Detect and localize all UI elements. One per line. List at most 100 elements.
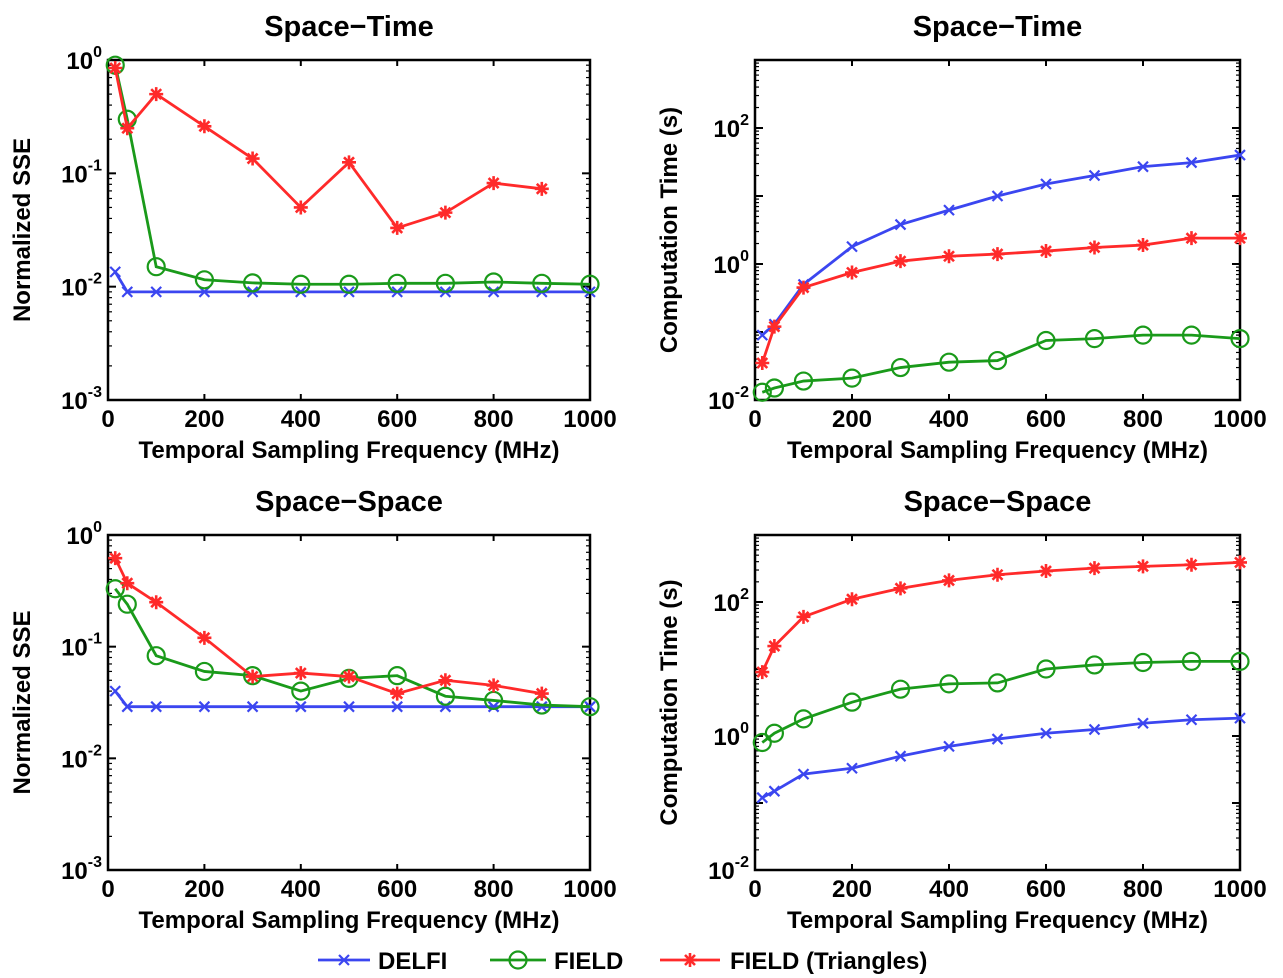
- data-point: [580, 274, 600, 294]
- data-point: [890, 357, 911, 378]
- legend-marker: [338, 954, 350, 966]
- data-point: [438, 673, 453, 688]
- y-tick-label: 100: [66, 44, 102, 75]
- data-point: [1133, 325, 1153, 345]
- data-point: [150, 700, 162, 713]
- series-line: [761, 333, 1241, 394]
- data-point: [120, 121, 135, 136]
- y-axis-label: Computation Time (s): [656, 579, 683, 825]
- y-tick-base: 10: [713, 252, 740, 279]
- y-tick-exponent: 0: [740, 720, 749, 737]
- y-tick-base: 10: [66, 48, 93, 75]
- data-point: [584, 700, 596, 713]
- series-field-triangles-: [755, 555, 1247, 680]
- y-tick-label: 10-2: [708, 854, 749, 885]
- data-point: [1137, 717, 1149, 730]
- data-point: [390, 686, 405, 701]
- y-tick-base: 10: [708, 858, 735, 885]
- data-point: [796, 609, 811, 624]
- data-point: [894, 750, 907, 762]
- data-point: [390, 220, 405, 235]
- data-point: [487, 286, 500, 298]
- data-point: [1084, 328, 1105, 349]
- chart-title: Space−Time: [264, 11, 434, 43]
- data-point: [1039, 564, 1053, 579]
- data-point: [484, 272, 504, 292]
- y-tick-exponent: 0: [93, 519, 102, 536]
- data-point: [243, 273, 263, 293]
- y-tick-exponent: -2: [735, 854, 749, 871]
- data-point: [793, 709, 814, 729]
- data-point: [245, 151, 260, 166]
- plot-area-border: [106, 58, 592, 402]
- data-point: [387, 273, 407, 293]
- data-point: [109, 266, 122, 278]
- y-tick-exponent: -3: [88, 854, 102, 871]
- x-tick-label: 600: [1026, 876, 1066, 903]
- series-field: [105, 579, 600, 717]
- data-point: [1036, 659, 1056, 679]
- data-point: [435, 686, 455, 706]
- x-tick-label: 400: [929, 876, 969, 903]
- data-point: [342, 155, 356, 170]
- y-tick-exponent: -1: [88, 157, 102, 174]
- series-delfi: [756, 712, 1246, 804]
- series-line: [760, 236, 1240, 364]
- data-point: [1039, 244, 1053, 259]
- data-point: [767, 639, 782, 654]
- data-point: [942, 573, 956, 588]
- data-point: [943, 740, 955, 753]
- data-point: [842, 368, 862, 388]
- data-point: [295, 700, 307, 713]
- series-line: [761, 659, 1240, 744]
- x-tick-label: 800: [474, 406, 514, 433]
- legend-marker: [683, 953, 697, 967]
- data-point: [339, 274, 359, 294]
- data-point: [767, 319, 782, 334]
- data-point: [1136, 238, 1150, 253]
- y-tick-label: 10-2: [708, 384, 749, 415]
- data-point: [391, 700, 403, 713]
- data-point: [1230, 651, 1250, 671]
- x-tick-label: 200: [832, 406, 872, 433]
- data-point: [245, 669, 260, 684]
- x-tick-label: 1000: [1213, 406, 1266, 433]
- x-tick-label: 200: [184, 406, 224, 433]
- data-point: [486, 176, 501, 191]
- data-point: [1185, 713, 1198, 726]
- x-tick-label: 1000: [563, 406, 616, 433]
- series-line: [114, 690, 590, 709]
- legend-marker: [508, 950, 528, 970]
- y-tick-base: 10: [66, 523, 93, 550]
- plot-area-border: [106, 533, 592, 872]
- y-tick-exponent: 2: [740, 112, 749, 129]
- x-axis-label: Temporal Sampling Frequency (MHz): [139, 907, 560, 934]
- data-point: [1040, 727, 1052, 740]
- x-tick-label: 400: [929, 406, 969, 433]
- data-point: [752, 732, 772, 753]
- data-point: [942, 249, 956, 264]
- x-tick-label: 0: [101, 876, 114, 903]
- data-point: [1233, 555, 1247, 570]
- x-tick-label: 600: [377, 876, 417, 903]
- y-tick-exponent: -2: [88, 271, 102, 288]
- y-tick-base: 10: [61, 858, 88, 885]
- data-point: [343, 700, 355, 713]
- data-point: [1234, 712, 1246, 724]
- series-line: [113, 557, 543, 696]
- y-tick-exponent: -2: [88, 742, 102, 759]
- data-point: [487, 700, 500, 713]
- data-point: [1184, 231, 1199, 246]
- y-tick-label: 10-1: [61, 631, 102, 662]
- data-point: [943, 204, 955, 216]
- series-line: [113, 67, 542, 230]
- legend: DELFI FIELD FIELD (Triangles): [318, 948, 927, 975]
- data-point: [1234, 149, 1246, 161]
- data-point: [1230, 328, 1250, 349]
- data-point: [291, 681, 311, 701]
- legend-label: FIELD (Triangles): [730, 948, 927, 975]
- data-point: [768, 785, 781, 797]
- data-point: [1087, 240, 1102, 255]
- data-point: [246, 700, 259, 713]
- data-point: [793, 371, 814, 391]
